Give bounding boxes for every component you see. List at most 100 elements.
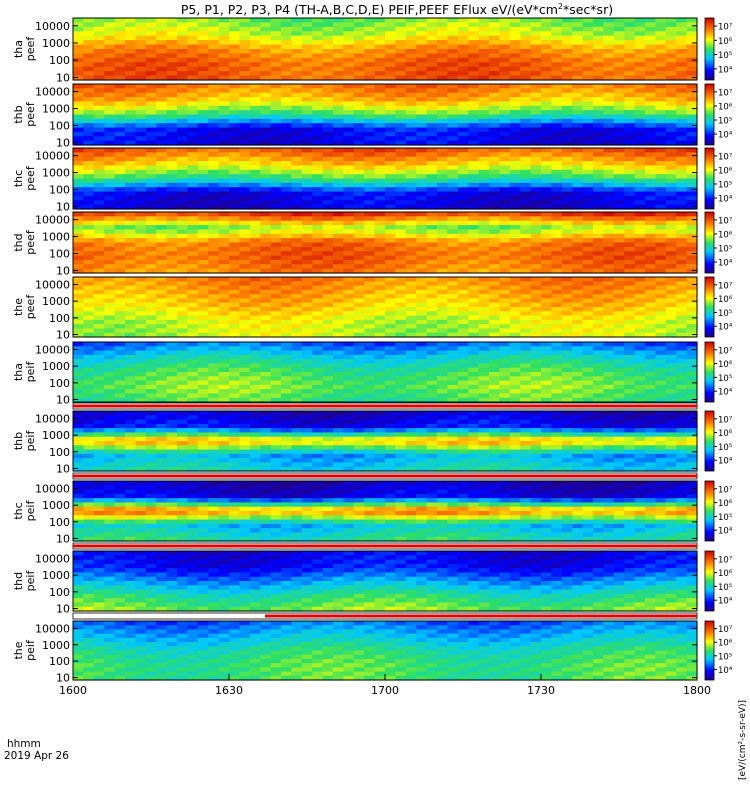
heatmap-cell (509, 259, 521, 265)
heatmap-cell (301, 110, 313, 116)
heatmap-cell (218, 380, 230, 386)
heatmap-cell (457, 324, 469, 330)
heatmap-cell (343, 200, 355, 206)
heatmap-cell (270, 246, 282, 252)
heatmap-cell (437, 53, 448, 59)
heatmap-cell (260, 118, 272, 124)
heatmap-cell (603, 302, 615, 308)
heatmap-cell (582, 92, 594, 98)
heatmap-cell (624, 127, 636, 133)
heatmap-cell (343, 384, 355, 390)
heatmap-cell (676, 97, 688, 103)
heatmap-cell (156, 372, 168, 377)
heatmap-cell (333, 289, 344, 295)
heatmap-cell (676, 216, 688, 222)
heatmap-cell (104, 359, 116, 365)
heatmap-cell (197, 187, 209, 193)
heatmap-cell (541, 161, 552, 167)
heatmap-cell (343, 372, 355, 377)
heatmap-cell (572, 182, 584, 188)
heatmap-cell (208, 277, 220, 282)
heatmap-cell (468, 195, 480, 201)
heatmap-cell (260, 384, 272, 390)
heatmap-cell (582, 255, 594, 261)
heatmap-cell (218, 367, 230, 373)
heatmap-cell (208, 105, 220, 111)
heatmap-cell (291, 376, 303, 382)
heatmap-cell (208, 191, 220, 197)
heatmap-cell (468, 332, 480, 338)
heatmap-cell (468, 31, 480, 37)
heatmap-cell (405, 53, 417, 59)
heatmap-cell (395, 204, 407, 210)
heatmap-cell (405, 88, 417, 94)
heatmap-cell (333, 255, 344, 261)
heatmap-cell (260, 26, 272, 32)
heatmap-cell (426, 233, 438, 239)
heatmap-cell (114, 187, 126, 193)
heatmap-cell (187, 311, 199, 317)
heatmap-cell (582, 49, 594, 55)
heatmap-cell (437, 127, 448, 133)
heatmap-cell (665, 342, 677, 347)
heatmap-cell (489, 225, 500, 231)
heatmap-cell (156, 178, 168, 184)
heatmap-cell (270, 367, 282, 373)
heatmap-cell (509, 229, 521, 235)
heatmap-cell (572, 31, 584, 37)
heatmap-cell (114, 277, 126, 282)
heatmap-cell (145, 148, 157, 153)
heatmap-cell (135, 174, 147, 180)
heatmap-cell (270, 225, 282, 231)
heatmap-cell (686, 229, 698, 235)
heatmap-cell (447, 49, 459, 55)
heatmap-cell (291, 40, 303, 46)
heatmap-cell (270, 165, 282, 171)
heatmap-cell (416, 114, 428, 120)
heatmap-cell (229, 216, 240, 222)
heatmap-cell (93, 165, 105, 171)
heatmap-cell (353, 31, 365, 37)
heatmap-cell (145, 71, 157, 77)
heatmap-cell (177, 363, 188, 369)
heatmap-cell (177, 75, 188, 81)
heatmap-cell (322, 294, 334, 300)
heatmap-cell (468, 200, 480, 206)
heatmap-cell (676, 332, 688, 338)
heatmap-cell (208, 238, 220, 244)
heatmap-cell (405, 66, 417, 72)
heatmap-cell (83, 212, 95, 217)
heatmap-cell (582, 307, 594, 312)
heatmap-cell (281, 114, 292, 120)
heatmap-cell (426, 281, 438, 287)
heatmap-cell (499, 384, 511, 390)
heatmap-cell (603, 367, 615, 373)
heatmap-cell (676, 238, 688, 244)
heatmap-cell (530, 298, 542, 304)
heatmap-cell (416, 178, 428, 184)
heatmap-cell (301, 281, 313, 287)
heatmap-cell (156, 84, 168, 89)
heatmap-cell (624, 319, 636, 325)
heatmap-cell (322, 84, 334, 89)
heatmap-cell (145, 285, 157, 291)
heatmap-cell (645, 195, 656, 201)
heatmap-cell (114, 191, 126, 197)
heatmap-cell (239, 302, 251, 308)
heatmap-cell (301, 229, 313, 235)
heatmap-cell (561, 97, 573, 103)
heatmap-cell (551, 302, 563, 308)
heatmap-cell (582, 97, 594, 103)
heatmap-cell (114, 84, 126, 89)
heatmap-cell (572, 212, 584, 217)
heatmap-cell (239, 49, 251, 55)
heatmap-cell (197, 359, 209, 365)
heatmap-cell (104, 182, 116, 188)
heatmap-cell (416, 152, 428, 158)
heatmap-cell (187, 328, 199, 334)
heatmap-cell (260, 161, 272, 167)
heatmap-cell (104, 311, 116, 317)
heatmap-cell (468, 342, 480, 347)
heatmap-cell (135, 384, 147, 390)
heatmap-cell (447, 136, 459, 142)
